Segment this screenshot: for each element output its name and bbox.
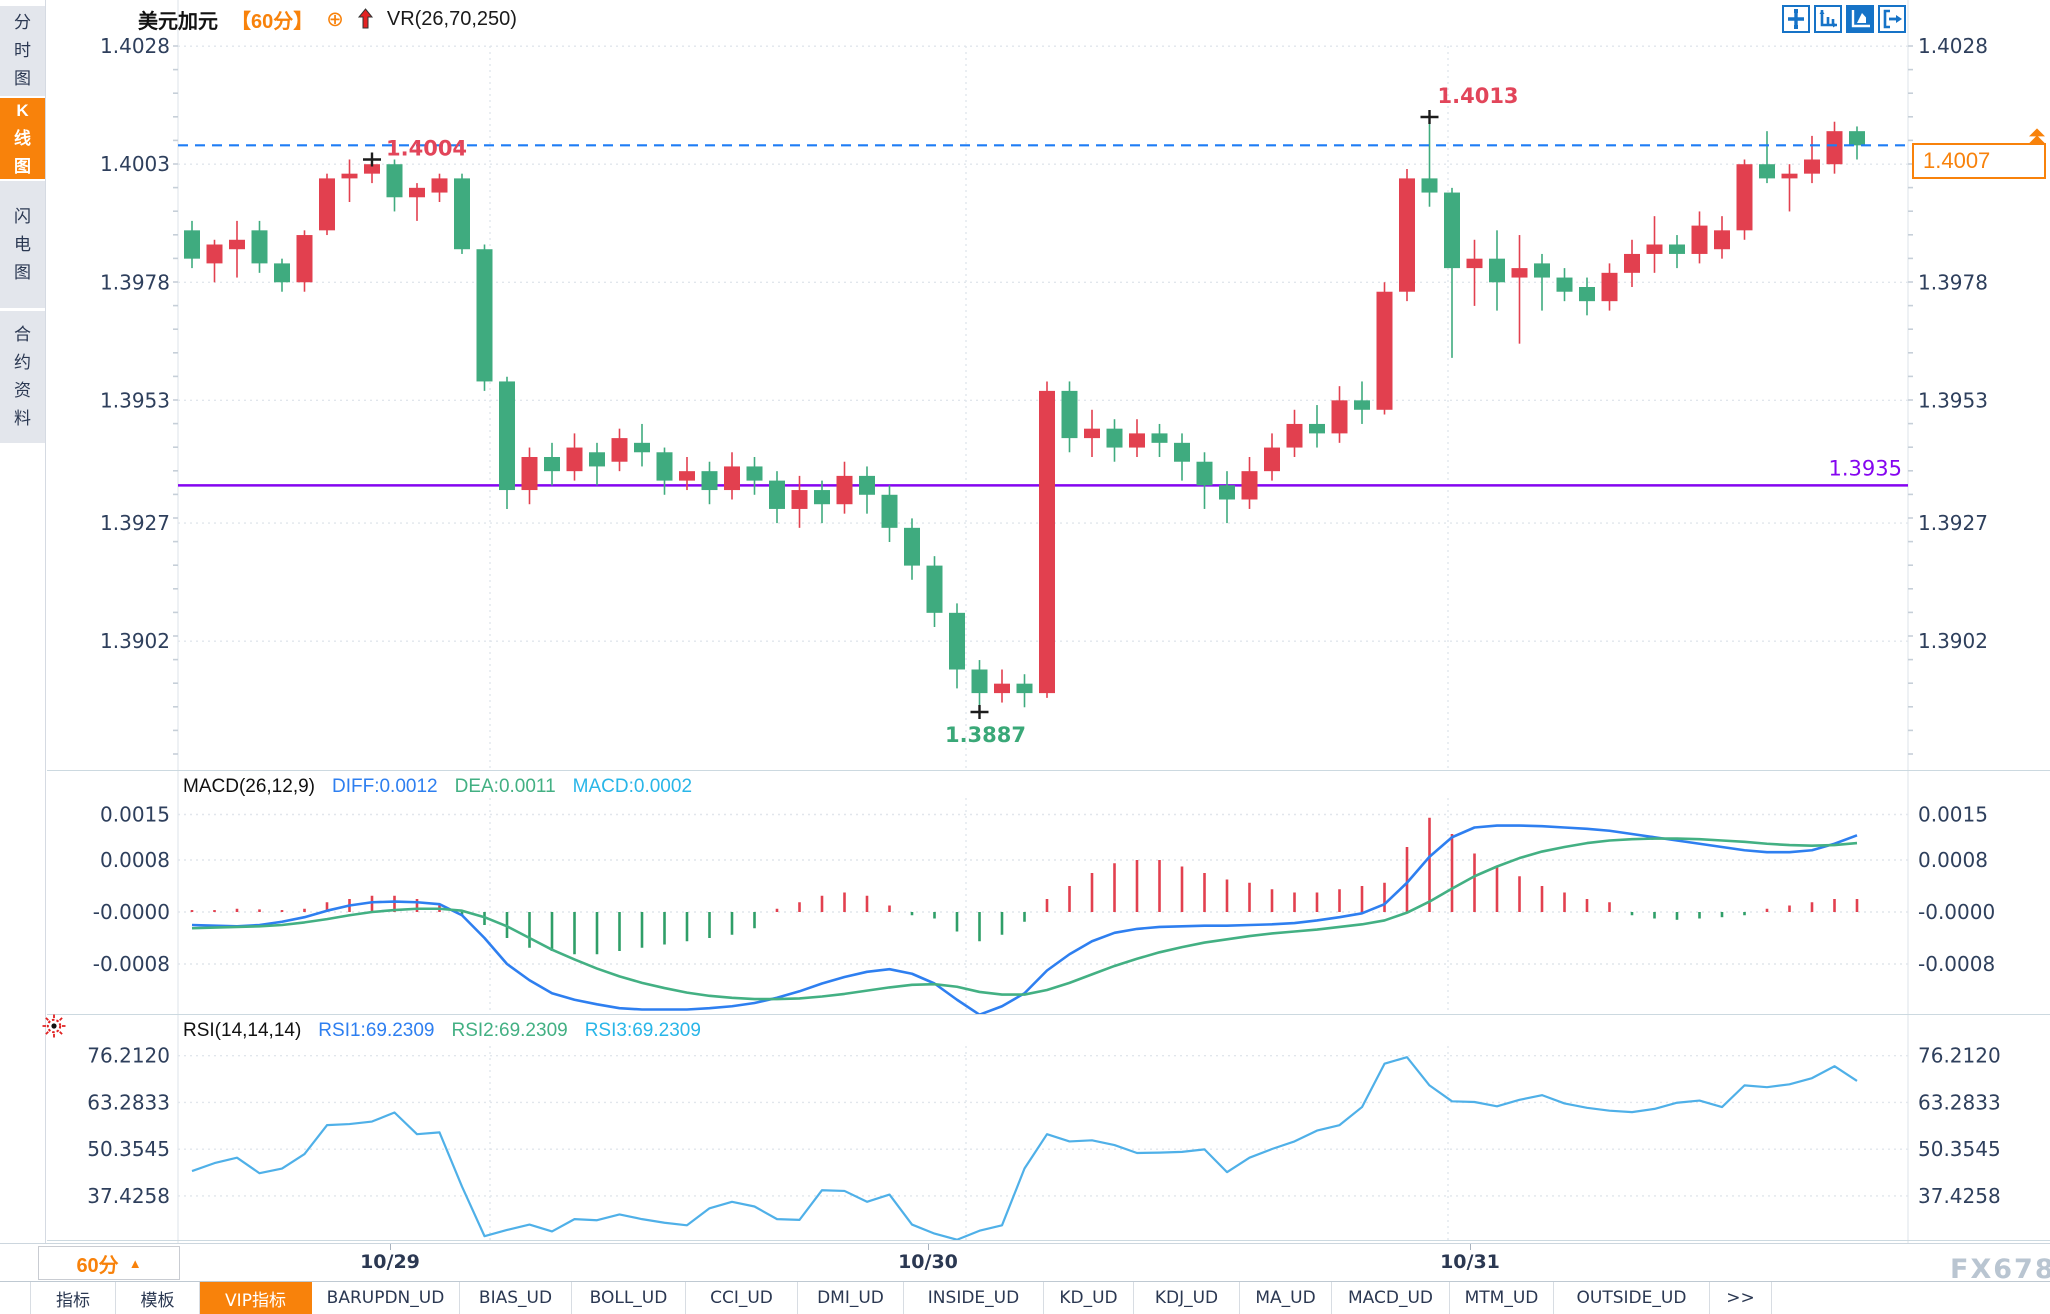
timeframe-label[interactable]: 【60分】 [231,10,314,33]
axis-labels: 1.4028 1.4003 1.3978 1.3953 1.3927 1.3902 1.40… [87,34,2000,1208]
axis-label: 50.3545 [1918,1137,2001,1161]
axis-label: 1.4028 [100,34,170,58]
bottom-tab-4[interactable]: BIAS_UD [460,1282,572,1314]
timeframe-value: 60分 [76,1254,119,1277]
bottom-tab-6[interactable]: CCI_UD [686,1282,798,1314]
axis-label: -0.0000 [93,900,170,924]
bottom-tab-9[interactable]: KD_UD [1044,1282,1134,1314]
axis-label: 1.3978 [1918,270,1988,294]
axis-label: 63.2833 [1918,1090,2001,1114]
exit-chart-icon[interactable] [1878,5,1906,33]
axis-label: 0.0015 [100,803,170,827]
axis-label: -0.0008 [93,952,170,976]
axis-label: 0.0008 [1918,848,1988,872]
extreme-cross-marker [363,152,381,167]
bottom-tab-2[interactable]: VIP指标 [200,1282,312,1314]
axis-label: 0.0015 [1918,803,1988,827]
bottom-tab-0[interactable]: 指标 [30,1282,116,1314]
macd-header: MACD(26,12,9) DIFF:0.0012 DEA:0.0011 MAC… [183,776,692,798]
sidebar-tab-1[interactable]: K 线 图 [0,98,45,179]
bottom-tab-3[interactable]: BARUPDN_UD [312,1282,460,1314]
bottom-tab-12[interactable]: MACD_UD [1332,1282,1450,1314]
axis-label: 0.0008 [100,848,170,872]
macd-dea-value: DEA:0.0011 [454,776,556,797]
date-tick [1470,1244,1471,1250]
date-tick [390,1244,391,1250]
axis-label: 63.2833 [87,1090,170,1114]
bottom-tab-13[interactable]: MTM_UD [1450,1282,1554,1314]
date-label-0: 10/29 [360,1251,420,1273]
timeframe-dropdown-arrow-icon: ▲ [128,1255,142,1271]
axis-label: 76.2120 [1918,1044,2001,1068]
sidebar-tab-0[interactable]: 分 时 图 [0,6,45,96]
axis-label: 1.3902 [1918,629,1988,653]
chart-toolbar [1782,5,1906,33]
axis-label: 1.4003 [100,152,170,176]
macd-panel[interactable] [190,817,1859,1015]
sidebar-tab-3[interactable]: 合 约 资 料 [0,311,45,443]
chart-play-icon[interactable] [1846,5,1874,33]
date-label-1: 10/30 [898,1251,958,1273]
price-annotation: 1.4004 [386,136,467,160]
price-arrow-marker-icon [2028,128,2046,145]
candlesticks[interactable] [184,117,1865,712]
rsi1-value: RSI1:69.2309 [318,1020,435,1041]
gridlines [173,45,1913,1240]
chart-title-bar: 美元加元 【60分】 ⊕ VR(26,70,250) [138,5,517,33]
rsi-header: RSI(14,14,14) RSI1:69.2309 RSI2:69.2309 … [183,1020,701,1042]
vr-up-arrow-icon [357,8,374,30]
axis-label: 37.4258 [87,1184,170,1208]
bottom-tab-7[interactable]: DMI_UD [798,1282,904,1314]
bottom-tab-8[interactable]: INSIDE_UD [904,1282,1044,1314]
rsi3-value: RSI3:69.2309 [584,1020,701,1041]
rsi-panel[interactable] [191,1056,1858,1240]
macd-diff-value: DIFF:0.0012 [332,776,438,797]
bottom-tab-1[interactable]: 模板 [116,1282,200,1314]
axis-label: 76.2120 [87,1044,170,1068]
axis-label: 37.4258 [1918,1184,2001,1208]
axis-label: 1.3902 [100,629,170,653]
extreme-cross-marker [1420,110,1439,124]
axis-label: 1.4028 [1918,34,1988,58]
indicator-name: VR(26,70,250) [386,7,517,30]
extreme-cross-marker [970,704,989,719]
bottom-tab-15[interactable]: >> [1710,1282,1772,1314]
support-line-label: 1.3935 [1829,456,1902,480]
axis-label: -0.0000 [1918,900,1995,924]
watermark: FX678 [1950,1254,2050,1285]
macd-name[interactable]: MACD(26,12,9) [183,776,315,797]
axis-label: 1.3927 [100,511,170,535]
last-price-value: 1.4007 [1923,148,1991,173]
symbol-name: 美元加元 [138,10,218,33]
bottom-tab-5[interactable]: BOLL_UD [572,1282,686,1314]
rsi-name[interactable]: RSI(14,14,14) [183,1020,302,1041]
axis-label: 1.3978 [100,270,170,294]
axis-label: 1.3927 [1918,511,1988,535]
price-annotation: 1.3887 [945,723,1026,747]
bottom-tab-11[interactable]: MA_UD [1240,1282,1332,1314]
axis-label: 1.3953 [100,388,170,412]
macd-macd-value: MACD:0.0002 [572,776,693,797]
timeframe-selector[interactable]: 60分 ▲ [38,1246,180,1280]
axis-label: -0.0008 [1918,952,1995,976]
axis-label: 1.3953 [1918,388,1988,412]
date-label-2: 10/31 [1440,1251,1500,1273]
rsi2-value: RSI2:69.2309 [451,1020,568,1041]
sidebar-tab-2[interactable]: 闪 电 图 [0,181,45,308]
bottom-tab-14[interactable]: OUTSIDE_UD [1554,1282,1710,1314]
date-tick [928,1244,929,1250]
add-indicator-icon[interactable]: ⊕ [326,7,344,31]
indicator-settings-sun-icon[interactable] [40,1012,68,1045]
axis-label: 50.3545 [87,1137,170,1161]
price-annotation: 1.4013 [1438,84,1519,108]
pan-crosshair-icon[interactable] [1782,5,1810,33]
bottom-tab-10[interactable]: KDJ_UD [1134,1282,1240,1314]
time-axis-row: 60分 ▲ 10/29 10/30 10/31 [0,1243,2050,1281]
indicator-tab-bar: 指标 模板 VIP指标 BARUPDN_UD BIAS_UD BOLL_UD CCI_UD D… [0,1281,2050,1314]
last-price-badge: 1.4007 [1912,143,2046,179]
axis-zoom-icon[interactable] [1814,5,1842,33]
